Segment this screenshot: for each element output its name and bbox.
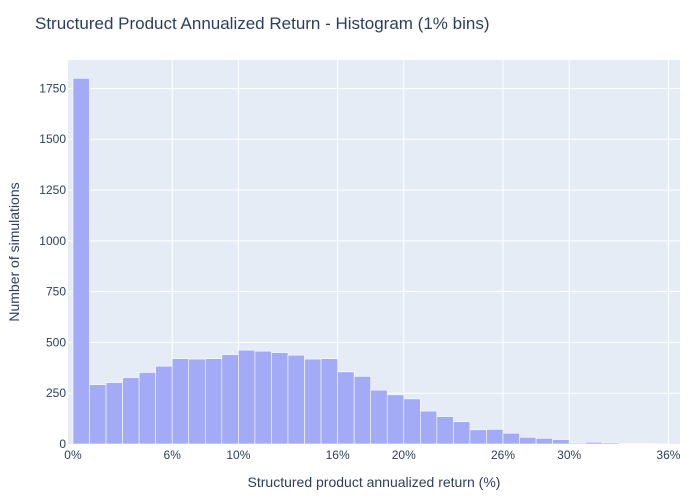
- y-axis-title: Number of simulations: [6, 182, 22, 321]
- histogram-bar: [469, 429, 487, 445]
- histogram-bar: [337, 371, 355, 445]
- x-tick-label: 26%: [491, 448, 515, 462]
- histogram-bar: [585, 441, 603, 445]
- y-tick-label: 250: [46, 386, 66, 400]
- y-tick-label: 500: [46, 335, 66, 349]
- histogram-bar: [271, 352, 289, 445]
- histogram-bar: [453, 421, 471, 445]
- histogram-bar: [171, 358, 190, 445]
- x-tick-label: 0%: [64, 448, 82, 462]
- x-tick-label: 36%: [656, 448, 680, 462]
- histogram-bar: [320, 358, 338, 445]
- histogram-bar: [122, 377, 140, 445]
- histogram-bar: [502, 432, 520, 445]
- histogram-bar: [370, 389, 388, 445]
- histogram-bar: [238, 349, 256, 445]
- histogram-bar: [353, 376, 371, 445]
- histogram-bar: [155, 365, 173, 445]
- histogram-bar: [287, 354, 305, 445]
- y-tick-labels: 0 250 500 750 1000 1250 1500 1750: [39, 81, 66, 451]
- histogram-bar: [89, 384, 107, 445]
- x-tick-label: 16%: [326, 448, 350, 462]
- histogram-bar: [420, 410, 438, 445]
- histogram-bars: [72, 77, 669, 445]
- histogram-bar: [601, 442, 620, 445]
- histogram-bar: [519, 436, 537, 445]
- x-axis-title: Structured product annualized return (%): [248, 474, 501, 490]
- histogram-bar: [138, 372, 156, 445]
- histogram-bar: [403, 398, 421, 445]
- x-tick-labels: 0% 6% 10% 16% 20% 26% 30% 36%: [64, 448, 680, 462]
- histogram-bar: [304, 358, 322, 445]
- y-tick-label: 1250: [39, 183, 66, 197]
- x-tick-label: 20%: [392, 448, 416, 462]
- y-tick-label: 1750: [39, 81, 66, 95]
- histogram-bar: [568, 442, 587, 445]
- histogram-bar: [254, 350, 272, 445]
- y-tick-label: 750: [46, 285, 66, 299]
- x-tick-label: 6%: [164, 448, 182, 462]
- x-tick-label: 10%: [226, 448, 250, 462]
- y-tick-label: 1500: [39, 132, 66, 146]
- histogram-bar: [188, 358, 206, 445]
- histogram-bar: [436, 416, 454, 445]
- histogram-bar: [72, 77, 90, 445]
- y-tick-label: 1000: [39, 234, 66, 248]
- histogram-bar: [105, 382, 123, 445]
- histogram-bar: [386, 394, 405, 445]
- histogram-bar: [221, 354, 239, 445]
- chart-title: Structured Product Annualized Return - H…: [35, 14, 489, 33]
- histogram-bar: [204, 358, 223, 445]
- histogram-bar: [486, 429, 504, 445]
- y-tick-label: 0: [59, 437, 66, 451]
- x-tick-label: 30%: [557, 448, 581, 462]
- histogram-bar: [552, 439, 570, 445]
- histogram-bar: [535, 438, 553, 445]
